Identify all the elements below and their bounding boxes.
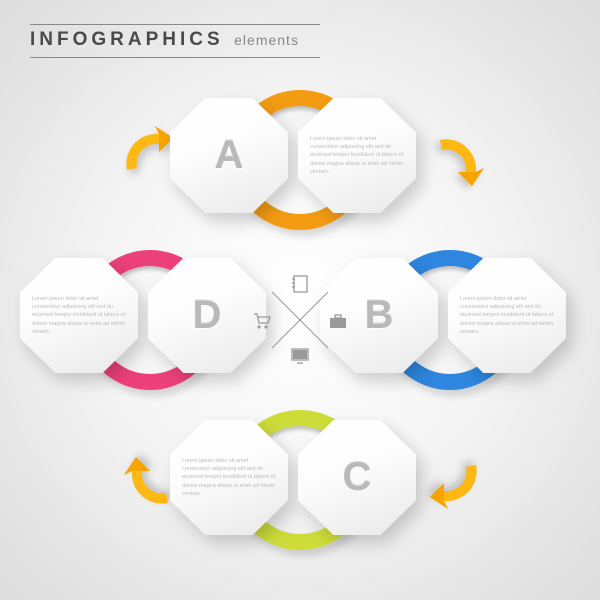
card-a: A Lorem ipsum dolor sit amet consectetur… [170,98,430,213]
octagon-text-d: Lorem ipsum dolor sit amet consectetur a… [20,258,138,373]
arrow-top-right [430,128,490,188]
header-sub: elements [234,32,299,48]
card-c: Lorem ipsum dolor sit amet consectetur a… [170,420,430,535]
octagon-text-c: Lorem ipsum dolor sit amet consectetur a… [170,420,288,535]
octagon-letter-c: C [298,420,416,535]
monitor-icon [290,346,310,366]
center-icon-group [260,280,340,360]
arrow-bottom-left [118,455,178,515]
infographic-stage: A Lorem ipsum dolor sit amet consectetur… [0,60,600,600]
card-d: Lorem ipsum dolor sit amet consectetur a… [20,258,280,373]
header: INFOGRAPHICS elements [30,24,320,58]
card-b: B Lorem ipsum dolor sit amet consectetur… [320,258,580,373]
notebook-icon [290,274,310,294]
octagon-text-b: Lorem ipsum dolor sit amet consectetur a… [448,258,566,373]
octagon-letter-a: A [170,98,288,213]
header-title: INFOGRAPHICS [30,29,224,50]
octagon-letter-d: D [148,258,266,373]
cart-icon [252,311,272,331]
briefcase-icon [328,311,348,331]
octagon-text-a: Lorem ipsum dolor sit amet consectetur a… [298,98,416,213]
arrow-top-left [115,120,175,180]
arrow-bottom-right [428,455,488,515]
